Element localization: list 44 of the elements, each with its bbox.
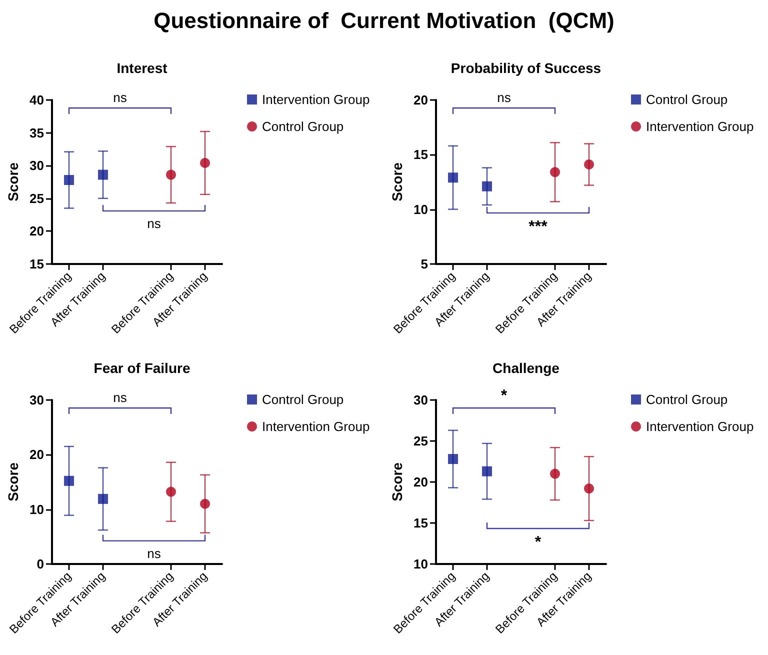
legend-label: Control Group [262, 119, 344, 134]
chart-subtitle: Fear of Failure [94, 360, 190, 376]
legend-label: Intervention Group [646, 119, 754, 134]
y-axis-title: Score [389, 162, 405, 202]
annotation: ns [147, 216, 162, 231]
legend-label: Control Group [262, 392, 344, 407]
annotation: * [534, 534, 542, 551]
y-tick-label: 20 [30, 224, 44, 239]
y-tick-label: 20 [414, 474, 428, 490]
chart-subtitle: Interest [116, 60, 168, 76]
y-tick-label: 10 [414, 202, 428, 217]
legend-label: Intervention Group [262, 419, 370, 434]
y-tick-label: 15 [414, 515, 428, 530]
annotation: ns [497, 90, 512, 105]
annotation: ns [147, 546, 162, 561]
chart-subtitle: Challenge [492, 360, 560, 376]
y-tick-label: 20 [30, 447, 44, 462]
legend-label: Control Group [646, 92, 728, 107]
y-tick-label: 25 [30, 190, 44, 206]
legend-label: Intervention Group [262, 92, 370, 107]
annotation: *** [528, 218, 548, 236]
y-tick-label: 15 [414, 147, 428, 162]
y-tick-label: 30 [30, 158, 44, 174]
y-tick-label: 10 [30, 502, 44, 517]
y-tick-label: 30 [414, 392, 428, 408]
annotation: ns [113, 90, 128, 105]
y-tick-label: 10 [414, 556, 428, 572]
legend-label: Intervention Group [646, 419, 754, 434]
y-tick-label: 15 [30, 256, 44, 272]
text: Questionnaire of Current Motivation (QCM) [152, 7, 616, 35]
y-tick-label: 30 [30, 392, 44, 408]
y-tick-label: 40 [30, 92, 44, 108]
annotation: ns [113, 390, 128, 405]
y-tick-label: 20 [414, 92, 428, 108]
chart-subtitle: Probability of Success [450, 60, 602, 76]
y-axis-title: Score [5, 462, 21, 502]
y-tick-label: 5 [420, 256, 428, 272]
annotation: * [500, 388, 508, 404]
y-tick-label: 25 [414, 433, 428, 448]
y-tick-label: 0 [36, 556, 44, 572]
legend-label: Control Group [646, 392, 728, 407]
y-axis-title: Score [389, 462, 405, 502]
y-tick-label: 35 [30, 125, 44, 140]
y-axis-title: Score [5, 162, 21, 202]
